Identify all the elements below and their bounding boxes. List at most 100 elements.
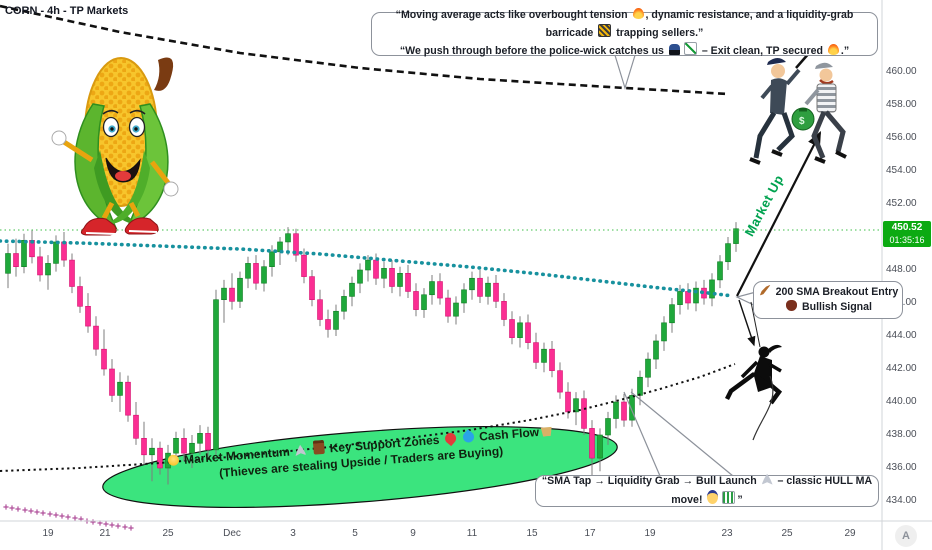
sar-plus xyxy=(59,513,65,519)
candle-body xyxy=(685,291,691,304)
candle-body xyxy=(717,261,723,281)
candle-body xyxy=(221,287,227,300)
sar-plus xyxy=(65,514,71,520)
flame-icon xyxy=(827,43,839,55)
upper-trendline xyxy=(0,4,729,96)
candle-body xyxy=(677,291,683,305)
candle-body xyxy=(381,268,387,279)
candle-body xyxy=(485,282,491,297)
candle-body xyxy=(333,310,339,330)
candle-body xyxy=(325,319,331,330)
candle-body xyxy=(205,433,211,451)
hanging-thief-silhouette-image xyxy=(724,301,783,441)
cop-face-icon xyxy=(707,489,719,504)
candle-body xyxy=(45,263,51,276)
candle-body xyxy=(709,279,715,299)
sar-plus xyxy=(109,522,115,528)
candle-body xyxy=(373,259,379,279)
callout-top-line2: “We push through before the police-wick … xyxy=(372,41,877,60)
callout-sma-line1: 200 SMA Breakout Entry xyxy=(754,284,902,300)
bar-countdown: 01:35:16 xyxy=(889,235,925,245)
pullback-arrow xyxy=(738,299,756,347)
candle-body xyxy=(149,447,155,456)
sar-plus xyxy=(15,506,21,512)
bar-chart-icon xyxy=(722,490,736,504)
candle-body xyxy=(293,233,299,256)
candle-body xyxy=(533,342,539,363)
candle-body xyxy=(229,287,235,302)
candle-body xyxy=(573,398,579,413)
candle-body xyxy=(493,282,499,302)
candle-body xyxy=(733,228,739,244)
callout-moving-average-note[interactable]: “Moving average acts like overbought ten… xyxy=(371,8,878,57)
sar-plus xyxy=(72,515,78,521)
candle-body xyxy=(93,325,99,350)
candle-body xyxy=(85,305,91,327)
candle-body xyxy=(509,319,515,338)
chart-up-icon xyxy=(683,41,697,55)
candle-body xyxy=(421,294,427,310)
candle-body xyxy=(117,381,123,396)
sar-plus xyxy=(122,524,128,530)
candle-body xyxy=(141,437,147,456)
candle-body xyxy=(653,340,659,360)
candle-body xyxy=(365,259,371,271)
candle-body xyxy=(5,253,11,274)
hull-ma-line xyxy=(0,363,736,472)
sma200-line xyxy=(0,239,735,298)
candle-body xyxy=(549,348,555,371)
candle-body xyxy=(285,233,291,243)
account-badge[interactable]: A xyxy=(895,525,917,547)
pickaxe-icon xyxy=(759,284,771,296)
sar-plus xyxy=(40,510,46,516)
droplet-icon xyxy=(460,429,477,445)
candle-body xyxy=(629,395,635,421)
flame-icon xyxy=(632,8,644,20)
candle-body xyxy=(309,276,315,301)
candle-body xyxy=(341,296,347,312)
sar-plus xyxy=(103,521,109,527)
support-zone-ellipse[interactable] xyxy=(100,412,620,522)
candle-body xyxy=(245,263,251,279)
callout-bottom-line1: “SMA Tap → Liquidity Grab → Bull Launch … xyxy=(541,473,873,506)
candle-body xyxy=(389,268,395,287)
sar-plus xyxy=(53,512,59,518)
candle-body xyxy=(37,256,43,276)
bull-icon xyxy=(786,300,797,311)
candle-body xyxy=(669,304,675,324)
candle-body xyxy=(53,241,59,264)
rocket-icon xyxy=(761,473,773,485)
candle-body xyxy=(469,277,475,291)
last-price-value: 450.52 xyxy=(891,222,923,233)
candle-body xyxy=(557,370,563,393)
candle-body xyxy=(613,401,619,419)
symbol-title[interactable]: CORN - 4h - TP Markets xyxy=(5,5,129,17)
candle-body xyxy=(189,442,195,454)
candle-body xyxy=(301,254,307,277)
callout-top-line1: “Moving average acts like overbought ten… xyxy=(395,8,854,40)
sar-plus xyxy=(128,525,134,531)
candle-body xyxy=(541,348,547,363)
corn-mascot-image xyxy=(51,57,179,236)
candle-body xyxy=(621,401,627,421)
sar-plus xyxy=(115,523,121,529)
candle-body xyxy=(645,358,651,378)
police-chasing-thief-image: $ xyxy=(749,51,847,165)
candle-body xyxy=(437,281,443,299)
arrows[interactable] xyxy=(736,131,821,347)
candle-body xyxy=(125,381,131,416)
market-up-arrow xyxy=(736,131,821,297)
candle-body xyxy=(445,297,451,317)
candle-body xyxy=(589,428,595,459)
candle-body xyxy=(501,301,507,320)
candle-body xyxy=(605,418,611,436)
callout-sma-breakout[interactable]: 200 SMA Breakout Entry Bullish Signal xyxy=(753,281,903,319)
candle-body xyxy=(173,437,179,454)
last-price-badge: 450.52 01:35:16 xyxy=(883,221,931,247)
candle-body xyxy=(581,398,587,429)
candle-body xyxy=(133,414,139,439)
candle-body xyxy=(357,269,363,284)
callout-sma-tap[interactable]: “SMA Tap → Liquidity Grab → Bull Launch … xyxy=(535,473,879,507)
